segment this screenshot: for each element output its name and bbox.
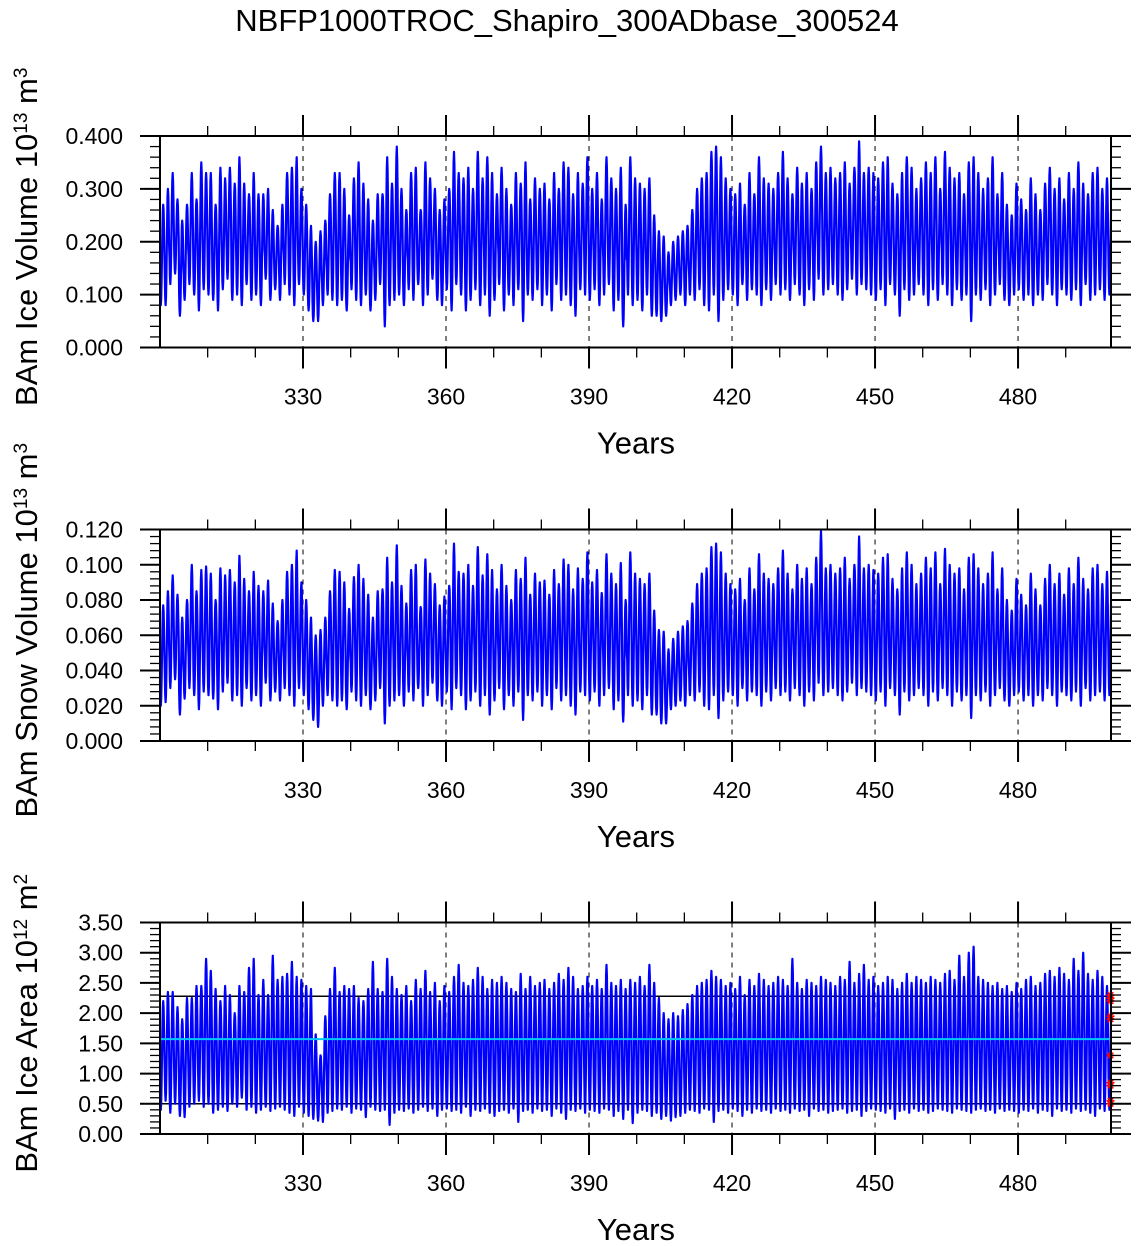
x-tick-label: 390 <box>570 384 608 410</box>
chart-title: NBFP1000TROC_Shapiro_300ADbase_300524 <box>235 3 899 38</box>
y-tick-label: 3.00 <box>78 940 123 966</box>
x-tick-label: 420 <box>713 777 751 803</box>
y-tick-label: 0.020 <box>65 693 123 719</box>
y-tick-label: 0.040 <box>65 658 123 684</box>
x-tick-label: 360 <box>427 1170 465 1196</box>
y-tick-label: 0.200 <box>65 229 123 255</box>
x-tick-label: 360 <box>427 384 465 410</box>
y-label-exponent: 2 <box>11 874 32 885</box>
x-tick-label: 480 <box>999 1170 1037 1196</box>
y-tick-label: 0.000 <box>65 728 123 754</box>
y-tick-label: 0.400 <box>65 123 123 149</box>
series-line <box>158 530 1113 728</box>
x-axis-label: Years <box>597 426 675 461</box>
y-label-exponent: 13 <box>11 113 32 134</box>
series-line <box>158 945 1113 1126</box>
y-tick-label: 0.100 <box>65 282 123 308</box>
y-label-exponent: 3 <box>11 68 32 79</box>
y-tick-label: 0.300 <box>65 176 123 202</box>
y-tick-label: 0.080 <box>65 587 123 613</box>
x-tick-label: 480 <box>999 384 1037 410</box>
y-axis-label: BAm Ice Volume 1013 m3 <box>9 68 44 406</box>
x-axis-label: Years <box>597 1212 675 1246</box>
y-tick-label: 1.50 <box>78 1030 123 1056</box>
y-axis-label: BAm Snow Volume 1013 m3 <box>9 443 44 818</box>
plot-frame <box>159 921 1112 1135</box>
x-tick-label: 480 <box>999 777 1037 803</box>
y-axis-label: BAm Ice Area 1012 m2 <box>9 874 44 1173</box>
y-label-text: BAm Ice Volume 10 <box>9 134 44 406</box>
x-tick-label: 390 <box>570 1170 608 1196</box>
y-label-exponent: 3 <box>11 443 32 454</box>
x-tick-label: 450 <box>856 1170 894 1196</box>
x-axis-label: Years <box>597 819 675 854</box>
y-tick-label: 2.50 <box>78 970 123 996</box>
panel-3: 0.00 0.50 1.00 1.50 2.00 2.50 3.00 3.50 330 360 39… <box>9 874 1131 1246</box>
y-tick-label: 0.060 <box>65 622 123 648</box>
y-tick-label: 0.00 <box>78 1121 123 1147</box>
x-tick-label: 390 <box>570 777 608 803</box>
y-label-exponent: 12 <box>11 919 32 940</box>
y-tick-label: 1.00 <box>78 1061 123 1087</box>
y-tick-label: 2.00 <box>78 1000 123 1026</box>
x-tick-label: 330 <box>284 1170 322 1196</box>
y-label-text: BAm Ice Area 10 <box>9 940 44 1173</box>
x-tick-label: 450 <box>856 384 894 410</box>
y-tick-label: 0.50 <box>78 1091 123 1117</box>
x-tick-label: 420 <box>713 1170 751 1196</box>
x-tick-label: 330 <box>284 777 322 803</box>
series-line <box>158 140 1113 328</box>
y-label-text: BAm Snow Volume 10 <box>9 509 44 817</box>
x-tick-label: 330 <box>284 384 322 410</box>
y-label-text: m <box>9 884 44 918</box>
panel-2: 0.000 0.020 0.040 0.060 0.080 0.100 0.120 330 36… <box>9 443 1131 854</box>
y-label-text: m <box>9 78 44 112</box>
y-tick-label: 0.120 <box>65 517 123 543</box>
y-label-exponent: 13 <box>11 488 32 509</box>
x-tick-label: 360 <box>427 777 465 803</box>
y-tick-label: 0.000 <box>65 335 123 361</box>
x-tick-label: 450 <box>856 777 894 803</box>
y-tick-label: 3.50 <box>78 910 123 936</box>
panel-1: 0.000 0.100 0.200 0.300 0.400 330 360 390 420 450… <box>9 68 1131 461</box>
y-label-text: m <box>9 454 44 488</box>
y-tick-label: 0.100 <box>65 552 123 578</box>
x-tick-label: 420 <box>713 384 751 410</box>
